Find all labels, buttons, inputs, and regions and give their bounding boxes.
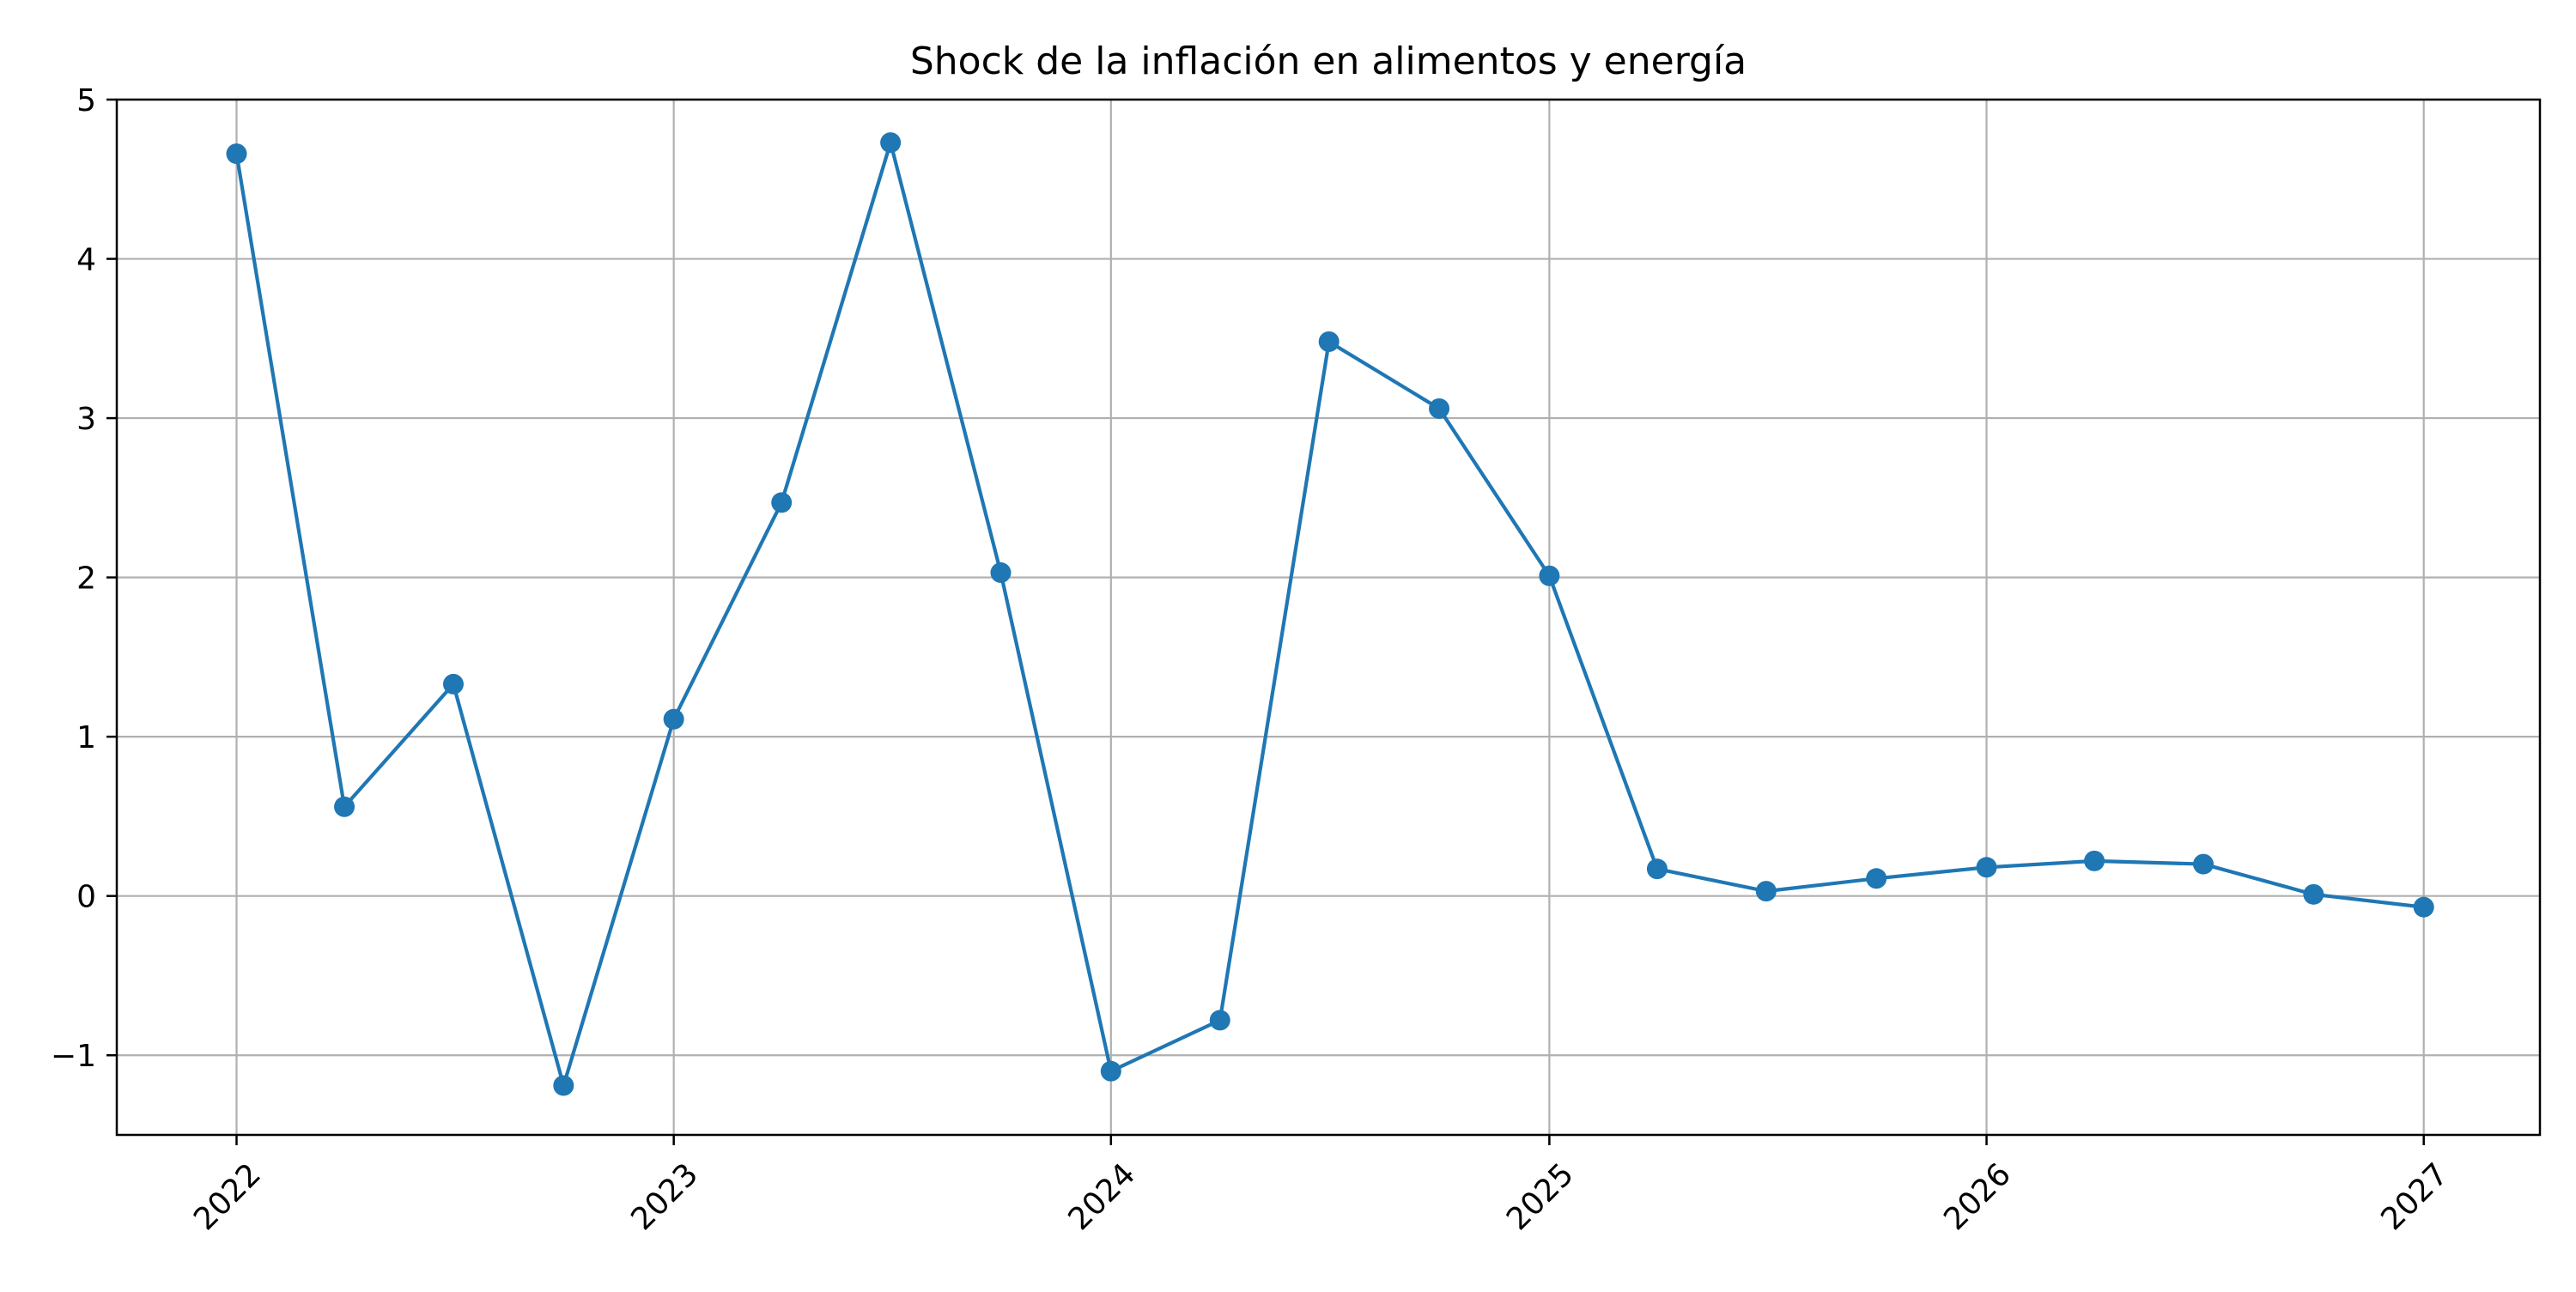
series-layer bbox=[226, 132, 2434, 1096]
data-point bbox=[2193, 853, 2215, 875]
ticks: −1 0 1 2 3 4 5 2022 2023 2024 2025 2026 2027 bbox=[51, 83, 2455, 1237]
grid bbox=[117, 98, 2540, 1135]
y-tick-label: 2 bbox=[76, 561, 96, 597]
data-point bbox=[880, 132, 902, 154]
data-point bbox=[1646, 858, 1668, 880]
y-tick-label: 5 bbox=[76, 83, 96, 118]
x-tick-label: 2022 bbox=[187, 1156, 268, 1237]
x-tick-label: 2027 bbox=[2374, 1156, 2455, 1237]
axes-frame bbox=[115, 98, 2542, 1137]
x-tick-label: 2024 bbox=[1061, 1156, 1142, 1237]
x-tick-label: 2025 bbox=[1500, 1156, 1581, 1237]
data-point bbox=[1976, 857, 1997, 878]
data-point bbox=[334, 796, 355, 817]
data-point bbox=[1755, 881, 1777, 902]
data-point bbox=[1866, 868, 1887, 889]
series-line bbox=[234, 141, 2424, 1088]
data-point bbox=[663, 708, 684, 730]
data-point bbox=[990, 562, 1012, 584]
data-point bbox=[1429, 397, 1450, 419]
data-point bbox=[771, 492, 793, 513]
data-point bbox=[2413, 896, 2434, 918]
x-tick-label: 2026 bbox=[1937, 1156, 2018, 1237]
data-point bbox=[1539, 565, 1560, 586]
x-tick-label: 2023 bbox=[624, 1156, 705, 1237]
y-tick-label: 4 bbox=[76, 243, 96, 278]
chart-title: Shock de la inflación en alimentos y ene… bbox=[910, 39, 1747, 83]
data-point bbox=[2084, 850, 2105, 871]
data-point bbox=[553, 1075, 574, 1096]
data-point bbox=[1318, 331, 1340, 353]
data-point bbox=[442, 673, 464, 695]
y-tick-label: −1 bbox=[51, 1039, 96, 1074]
data-point bbox=[1100, 1060, 1121, 1082]
y-tick-label: 1 bbox=[76, 720, 96, 755]
data-point bbox=[1209, 1010, 1230, 1031]
y-tick-label: 0 bbox=[76, 880, 96, 915]
y-tick-label: 3 bbox=[76, 402, 96, 437]
data-point bbox=[2303, 883, 2324, 905]
data-point bbox=[226, 143, 247, 165]
